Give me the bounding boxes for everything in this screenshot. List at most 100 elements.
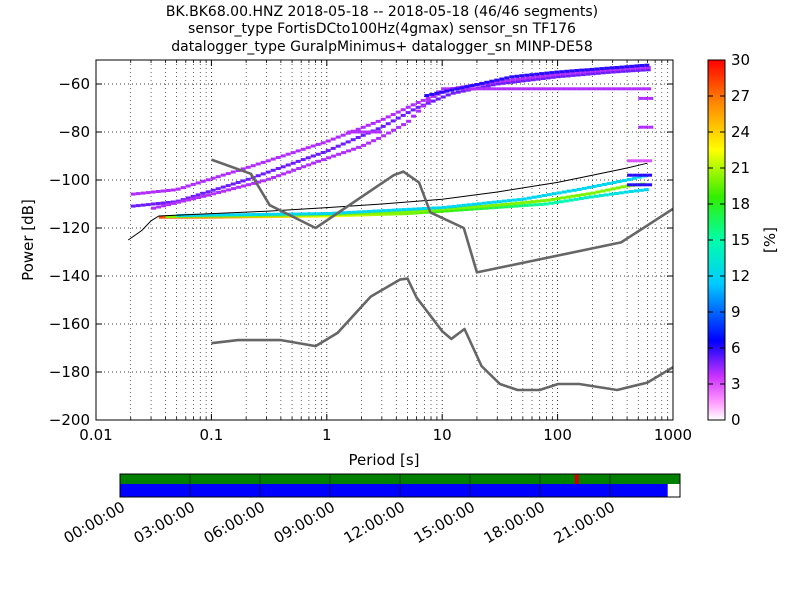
psd-cell [360,211,366,215]
psd-cell [636,175,642,179]
psd-cell [161,204,167,208]
psd-cell [285,163,291,167]
psd-cell [450,207,456,210]
colorbar-tick-label: 12 [731,267,750,285]
psd-cell [489,79,495,83]
psd-cell [495,203,501,207]
psd-cell [466,203,472,207]
psd-cell [575,73,581,77]
psd-cell [346,210,352,214]
psd-cell [261,212,267,216]
psd-cell [616,180,622,183]
colorbar-tick-label: 0 [731,411,741,429]
psd-cell [345,140,351,144]
psd-cell [340,142,346,146]
colorbar-ticks: 0 3 6 9 12 15 18 21 24 27 30 [708,51,750,429]
psd-cell [473,207,479,211]
psd-cell [396,125,402,129]
psd-cell [601,183,607,186]
psd-cell [510,202,516,206]
psd-cell [261,179,267,183]
psd-cell [436,206,442,210]
psd-cell [466,87,472,91]
timeline-tick-label: 06:00:00 [201,498,268,547]
psd-cell [475,205,481,209]
psd-cell [421,104,427,108]
psd-cell [165,201,171,204]
psd-cell [236,185,242,189]
psd-cell [215,175,221,179]
psd-cell [460,206,466,210]
psd-cell [625,69,631,73]
psd-cell [231,213,237,217]
psd-cell [606,87,612,91]
psd-cell [576,87,582,91]
psd-cell [548,201,554,205]
psd-cell [352,130,358,134]
colorbar-label: [%] [761,227,779,253]
psd-cell [325,139,331,143]
psd-cell [395,210,401,214]
psd-cell [335,135,341,139]
psd-cell [591,184,597,188]
psd-cell [535,199,541,203]
psd-cell [135,192,141,196]
colorbar-tick-label: 27 [731,87,750,105]
psd-cell [205,190,211,194]
psd-cell [511,198,517,202]
psd-cell [347,130,353,134]
psd-cell [564,69,570,73]
psd-cell [191,213,197,217]
psd-cell [276,212,282,216]
psd-cell [506,199,512,203]
psd-cell [643,96,649,100]
psd-cell [600,68,606,72]
psd-cell [451,204,457,208]
psd-cell [604,66,610,70]
psd-cell [285,152,291,156]
psd-cell [560,196,566,200]
psd-cell [616,87,622,91]
psd-cell [444,89,450,93]
psd-cell [191,197,197,201]
psd-cell [245,177,251,181]
psd-cell [395,116,401,120]
psd-cell [380,117,386,121]
y-tick-label: −160 [49,315,90,333]
psd-cell [588,195,594,199]
psd-cell [315,152,321,156]
psd-cell [495,82,501,86]
psd-cell [365,211,371,215]
psd-cell [573,197,579,201]
psd-cell [641,87,647,91]
psd-cell [464,85,470,89]
psd-cell [305,156,311,160]
psd-cell [456,204,462,208]
psd-cell [504,76,510,80]
psd-cell [355,136,361,139]
psd-cell [361,210,367,214]
psd-cell [362,130,368,134]
psd-cell [355,127,361,131]
psd-cell [576,187,582,191]
psd-cell [610,187,616,191]
psd-cell [638,188,644,192]
psd-cell [644,63,650,67]
psd-cell [645,65,651,69]
psd-cell [524,73,530,77]
psd-cell [439,90,445,94]
psd-cell [566,189,572,193]
psd-cell [519,74,525,78]
psd-cell [440,95,446,99]
psd-cell [373,213,379,216]
psd-cell [425,208,431,212]
psd-cell [390,119,396,123]
psd-cell [331,154,337,158]
psd-cell [150,190,156,194]
psd-cell [418,211,424,215]
psd-cell [296,167,302,170]
psd-cell [376,209,382,213]
psd-cell [485,204,491,208]
psd-cell [180,186,186,190]
y-tick-label: −180 [49,363,90,381]
